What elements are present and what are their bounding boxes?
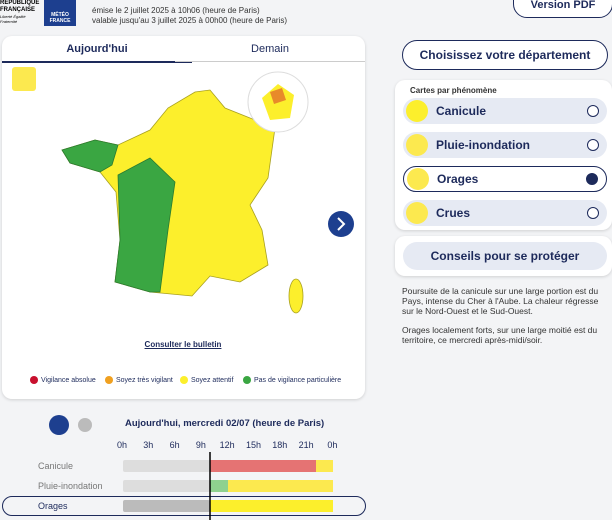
bretagne-green: [61, 139, 119, 173]
legend-label: Vigilance absolue: [41, 376, 96, 384]
hour-label: 18h: [272, 440, 288, 450]
legend-label: Pas de vigilance particulière: [254, 376, 342, 384]
phen-item[interactable]: Pluie-inondation: [403, 132, 607, 158]
paragraph: Poursuite de la canicule sur une large p…: [402, 286, 599, 316]
bar-green: [210, 480, 228, 492]
bulletin-link[interactable]: Consulter le bulletin: [144, 340, 222, 349]
row-label: Pluie-inondation: [38, 481, 103, 491]
stop-button[interactable]: [78, 418, 92, 432]
phen-label: Orages: [437, 172, 479, 186]
row-label: Orages: [38, 501, 68, 511]
phen-label: Canicule: [436, 104, 487, 118]
tab-tomorrow[interactable]: Demain: [175, 43, 365, 62]
chevron: [337, 217, 346, 231]
next-button[interactable]: [328, 211, 354, 237]
play-button[interactable]: [49, 415, 69, 435]
phen-item[interactable]: Canicule: [403, 98, 607, 124]
hour-label: 0h: [116, 440, 127, 450]
row-label: Canicule: [38, 461, 74, 471]
legend-item: Soyez très vigilant: [105, 376, 173, 384]
rf-logo: RÉPUBLIQUE FRANÇAISE Liberté Égalité Frat…: [0, 0, 40, 24]
timeline-title: Aujourd'hui, mercredi 02/07 (heure de Pa…: [125, 418, 325, 429]
tab-today[interactable]: Aujourd'hui: [2, 43, 192, 63]
mf-logo: MÉTÉO FRANCE: [44, 0, 76, 26]
hour-label: 12h: [219, 440, 235, 450]
cartes-title: Cartes par phénomène: [410, 86, 497, 95]
departement-select[interactable]: Choisissez votre département: [402, 40, 608, 70]
valable: valable jusqu'au 3 juillet 2025 à 00h00 …: [92, 16, 287, 25]
emise: émise le 2 juillet 2025 à 10h06 (heure d…: [92, 6, 260, 15]
bar-past: [123, 500, 210, 512]
row-selected[interactable]: [2, 496, 366, 516]
inset-orange: [270, 88, 286, 104]
devise: Liberté Égalité Fraternité: [0, 14, 26, 24]
republique: RÉPUBLIQUE FRANÇAISE: [0, 0, 40, 13]
bar-red: [210, 460, 316, 472]
legend-label: Soyez très vigilant: [116, 376, 173, 384]
hour-label: 0h: [327, 440, 338, 450]
hour-label: 15h: [245, 440, 262, 450]
bar-past: [123, 460, 210, 472]
legend-item: Pas de vigilance particulière: [243, 376, 341, 384]
legend-item: Vigilance absolue: [30, 376, 96, 384]
hour-label: 9h: [195, 440, 206, 450]
sud-ouest-green: [114, 157, 176, 293]
orage-icon: [12, 67, 36, 91]
hour-label: 21h: [298, 440, 314, 450]
texte: Poursuite de la canicule sur une large p…: [402, 286, 610, 345]
legend-item: Soyez attentif: [180, 376, 233, 384]
corse: [288, 278, 304, 314]
conseils-button[interactable]: Conseils pour se protéger: [403, 242, 607, 270]
hour-label: 3h: [143, 440, 154, 450]
map: [61, 71, 354, 314]
phen-label: Crues: [436, 206, 471, 220]
legend-label: Soyez attentif: [191, 376, 234, 384]
bar-yellow: [210, 500, 333, 512]
timeline-bars: [123, 452, 333, 520]
pdf-button[interactable]: Version PDF: [513, 0, 612, 18]
bar-yellow: [316, 460, 333, 472]
phen-label: Pluie-inondation: [436, 138, 530, 152]
bar-yellow: [228, 480, 333, 492]
bar-past: [123, 480, 210, 492]
phen-item[interactable]: Crues: [403, 200, 607, 226]
hour-label: 6h: [169, 440, 180, 450]
paragraph: Orages localement forts, sur une large m…: [402, 325, 598, 345]
phen-item-selected[interactable]: Orages: [403, 166, 607, 192]
